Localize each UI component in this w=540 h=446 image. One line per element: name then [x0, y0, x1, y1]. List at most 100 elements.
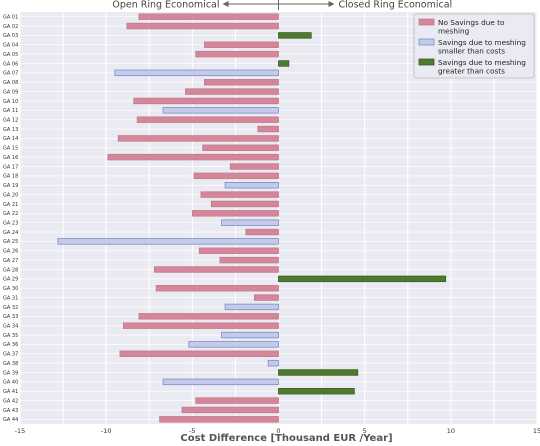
bar-ga-43 [181, 406, 279, 414]
y-tick-label: GA 35 [3, 333, 18, 339]
y-tick-label: GA 41 [3, 389, 18, 395]
bar-ga-41 [278, 388, 355, 395]
bar-ga-11 [162, 107, 279, 114]
bar-ga-28 [154, 266, 279, 273]
x-tick-label: 0 [276, 427, 280, 435]
legend-label-savings-greater: Savings due to meshing greater than costs [438, 58, 526, 76]
bar-ga-36 [188, 341, 279, 348]
y-tick-label: GA 28 [3, 267, 18, 273]
annotation-right: Closed Ring Economical [339, 0, 453, 11]
y-tick-label: GA 30 [3, 286, 18, 292]
bar-ga-37 [119, 350, 279, 357]
arrow-right-head [328, 1, 335, 7]
bar-ga-40 [162, 378, 279, 386]
bar-ga-22 [191, 210, 279, 217]
y-tick-label: GA 40 [3, 380, 18, 386]
bar-ga-17 [229, 163, 279, 170]
y-tick-label: GA 06 [3, 61, 18, 67]
bar-ga-21 [210, 200, 279, 208]
y-tick-label: GA 29 [3, 277, 18, 283]
y-tick-label: GA 33 [3, 314, 18, 320]
bar-ga-26 [198, 247, 279, 254]
bar-ga-31 [253, 294, 279, 301]
bar-ga-42 [195, 397, 279, 404]
top-annotation: Open Ring Economical Closed Ring Economi… [112, 0, 452, 11]
bar-ga-09 [185, 88, 279, 95]
y-tick-label: GA 42 [3, 398, 18, 404]
y-tick-label: GA 11 [3, 108, 18, 114]
bar-ga-27 [219, 256, 279, 264]
bar-ga-25 [57, 238, 279, 245]
bar-ga-32 [224, 303, 279, 311]
y-tick-label: GA 16 [3, 155, 18, 161]
bar-ga-34 [123, 322, 279, 329]
x-tick-label: -15 [15, 427, 26, 435]
bar-ga-03 [278, 32, 312, 39]
annotation-left: Open Ring Economical [112, 0, 219, 11]
bar-ga-14 [117, 135, 279, 142]
y-tick-label: GA 01 [3, 14, 18, 20]
y-tick-label: GA 10 [3, 99, 18, 105]
bar-ga-35 [221, 331, 279, 339]
y-tick-label: GA 23 [3, 220, 18, 226]
x-tick-labels: -15 -10 -5 0 5 10 15 [15, 427, 540, 435]
bar-ga-06 [278, 60, 290, 67]
x-tick-label: -5 [189, 427, 195, 435]
y-tick-label: GA 37 [3, 352, 18, 358]
bar-ga-18 [193, 172, 279, 180]
bar-ga-04 [203, 41, 279, 48]
bar-ga-20 [200, 191, 279, 198]
y-tick-label: GA 14 [3, 136, 18, 142]
bar-ga-19 [224, 182, 279, 189]
y-tick-label: GA 38 [3, 361, 18, 367]
x-tick-label: -10 [101, 427, 112, 435]
y-tick-label: GA 39 [3, 370, 18, 376]
y-tick-label: GA 26 [3, 249, 18, 255]
x-axis-label: Cost Difference [Thousand EUR /Year] [180, 433, 392, 444]
y-tick-label: GA 08 [3, 80, 18, 86]
x-tick-label: 5 [363, 427, 367, 435]
bar-ga-38 [267, 359, 279, 367]
bar-ga-05 [195, 50, 279, 58]
bar-ga-23 [221, 219, 279, 226]
y-tick-label: GA 20 [3, 192, 18, 198]
x-tick-label: 10 [447, 427, 455, 435]
legend-swatch-savings-smaller [418, 38, 435, 46]
bar-ga-39 [278, 369, 359, 376]
bar-ga-33 [138, 313, 279, 320]
bar-ga-08 [203, 79, 279, 86]
y-tick-label: GA 27 [3, 258, 18, 264]
bar-ga-12 [136, 116, 279, 123]
bar-ga-02 [126, 22, 279, 30]
y-tick-label: GA 43 [3, 408, 18, 414]
legend-swatch-no-savings [418, 18, 435, 26]
y-tick-label: GA 15 [3, 146, 18, 152]
bar-ga-15 [202, 144, 279, 151]
arrow-left-head [222, 1, 229, 7]
bar-ga-07 [114, 69, 279, 77]
y-tick-label: GA 36 [3, 342, 18, 348]
bar-ga-30 [155, 285, 279, 292]
bars [57, 13, 447, 423]
y-tick-label: GA 44 [3, 417, 18, 423]
y-tick-label: GA 12 [3, 117, 18, 123]
y-tick-label: GA 19 [3, 183, 18, 189]
y-tick-label: GA 34 [3, 323, 18, 329]
y-tick-label: GA 24 [3, 230, 18, 236]
legend-box [413, 13, 535, 79]
y-tick-label: GA 13 [3, 127, 18, 133]
y-tick-label: GA 04 [3, 43, 18, 49]
y-tick-label: GA 02 [3, 24, 18, 30]
y-tick-labels: GA 01 GA 02 GA 03 GA 04 GA 05 GA 06 GA 07 GA 08… [3, 14, 18, 423]
y-tick-label: GA 07 [3, 71, 18, 77]
bar-ga-13 [257, 125, 279, 133]
legend: No Savings due to meshing Savings due to … [413, 13, 535, 79]
x-tick-label: 15 [533, 427, 540, 435]
y-tick-label: GA 05 [3, 52, 18, 58]
bar-ga-16 [107, 153, 279, 161]
y-tick-label: GA 31 [3, 295, 18, 301]
bar-ga-01 [138, 13, 279, 20]
y-tick-label: GA 32 [3, 305, 18, 311]
y-tick-label: GA 22 [3, 211, 18, 217]
